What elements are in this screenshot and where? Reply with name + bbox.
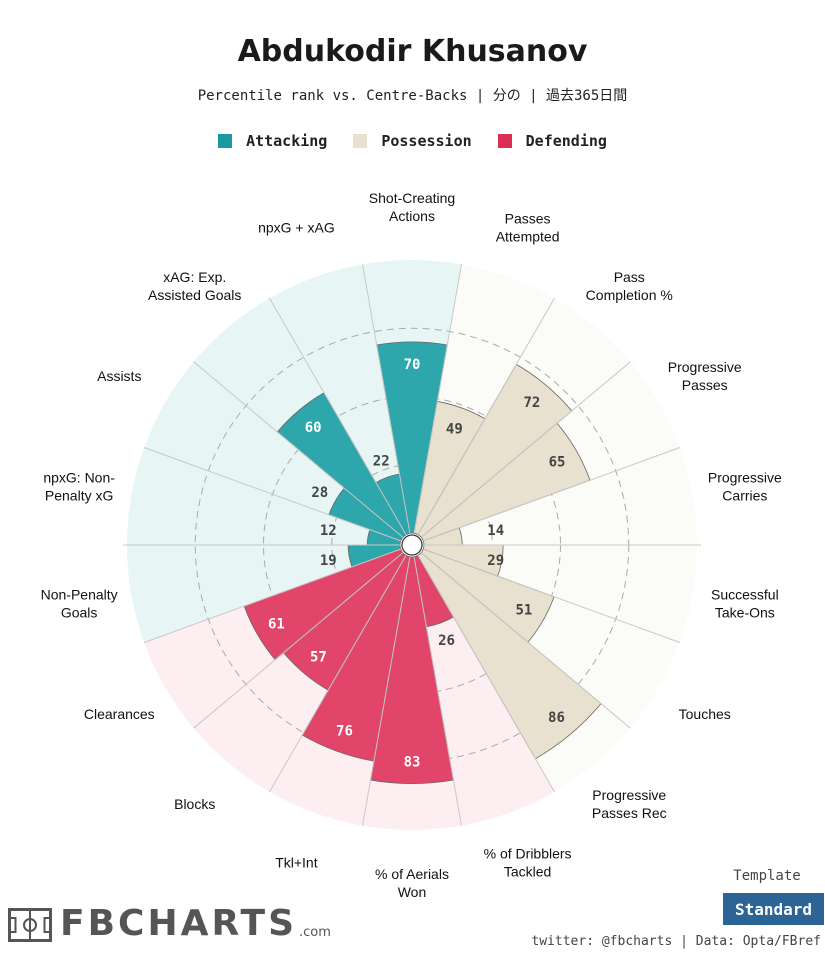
bar-progressive-passes-rec [417, 552, 602, 760]
template-label: Template [733, 868, 801, 884]
value-labels: 70 49 72 65 14 29 51 86 26 83 76 57 61 19 12 28 60 22 [268, 357, 565, 771]
value-label-tkl-int: 76 [336, 724, 353, 740]
legend-swatch-possession [353, 134, 368, 148]
value-bars [243, 341, 602, 784]
category-label-assists: Assists [97, 368, 141, 384]
value-label-progressive-passes: 65 [549, 454, 566, 470]
value-label-successful-take-ons: 29 [487, 553, 504, 569]
divider-line [269, 297, 407, 535]
category-label-clearances: Clearances [84, 706, 155, 722]
pitch-icon [8, 908, 52, 942]
legend-item-possession: Possession [353, 132, 472, 150]
bg-wedge-npxg-xag [269, 264, 410, 535]
legend-label-defending: Defending [525, 132, 607, 150]
divider-line [144, 447, 401, 542]
value-label-of-dribblers-tackled: 26 [438, 633, 455, 649]
category-label-passes-attempted: Passes Attempted [496, 210, 560, 244]
template-standard-button[interactable]: Standard [723, 893, 824, 925]
category-labels: Shot-Creating Actions Passes Attempted Pass C… [41, 190, 782, 900]
divider-line [362, 264, 411, 534]
logo-text: FBCHARTS [60, 903, 298, 944]
divider-line [423, 447, 680, 542]
value-label-progressive-passes-rec: 86 [548, 710, 565, 726]
category-label-xag-exp-assisted-goals: xAG: Exp. Assisted Goals [148, 269, 241, 303]
legend-item-attacking: Attacking [218, 132, 327, 150]
value-label-passes-attempted: 49 [446, 422, 463, 438]
category-label-non-penalty-goals: Non-Penalty Goals [41, 587, 118, 621]
value-label-non-penalty-goals: 19 [320, 553, 337, 569]
category-label-blocks: Blocks [174, 796, 215, 812]
bg-wedge-non-penalty-goals [127, 545, 401, 643]
category-label-of-aerials-won: % of Aerials Won [375, 866, 449, 900]
page-subtitle: Percentile rank vs. Centre-Backs | 分の | … [197, 88, 628, 104]
divider-line [420, 552, 631, 729]
value-label-shot-creating-actions: 70 [404, 357, 421, 373]
value-label-clearances: 61 [268, 616, 285, 632]
legend-swatch-defending [497, 134, 512, 148]
divider-line [269, 555, 407, 793]
legend-label-possession: Possession [381, 132, 472, 150]
legend-label-attacking: Attacking [246, 132, 328, 150]
divider-line [193, 361, 404, 538]
category-label-npxg-non-penalty-xg: npxG: Non-Penalty xG [43, 469, 115, 503]
logo-suffix: .com [299, 925, 331, 940]
bar-of-aerials-won [370, 556, 454, 784]
divider-line [193, 552, 404, 729]
divider-line [144, 548, 401, 643]
divider-line [420, 361, 631, 538]
value-label-touches: 51 [515, 603, 532, 619]
divider-line [423, 548, 680, 643]
value-label-progressive-carries: 14 [487, 523, 504, 539]
divider-line [417, 555, 555, 793]
divider-line [362, 556, 411, 826]
category-label-progressive-carries: Progressive Carries [708, 469, 782, 503]
category-label-tkl-int: Tkl+Int [275, 855, 318, 871]
bar-tkl-int [301, 554, 411, 762]
bar-pass-completion [417, 363, 573, 538]
category-label-touches: Touches [679, 706, 731, 722]
center-circle [401, 534, 423, 556]
category-label-pass-completion: Pass Completion % [586, 269, 673, 303]
value-label-assists: 28 [311, 485, 328, 501]
divider-line [417, 297, 555, 535]
value-label-npxg-non-penalty-xg: 12 [320, 523, 337, 539]
divider-line [413, 264, 462, 534]
page-title: Abdukodir Khusanov [237, 34, 588, 69]
footer-credit: twitter: @fbcharts | Data: Opta/FBref [531, 934, 821, 949]
bg-wedge-of-dribblers-tackled [414, 555, 555, 826]
divider-line [413, 556, 462, 826]
category-label-progressive-passes: Progressive Passes [668, 359, 742, 393]
value-label-xag-exp-assisted-goals: 60 [305, 420, 322, 436]
legend: Attacking Possession Defending [0, 132, 825, 150]
category-label-shot-creating-actions: Shot-Creating Actions [369, 190, 455, 224]
value-label-npxg-xag: 22 [373, 453, 390, 469]
legend-item-defending: Defending [497, 132, 607, 150]
category-label-progressive-passes-rec: Progressive Passes Rec [592, 787, 667, 821]
value-label-blocks: 57 [310, 650, 327, 666]
value-label-of-aerials-won: 83 [404, 755, 421, 771]
bg-wedge-progressive-carries [423, 447, 697, 545]
value-label-pass-completion: 72 [523, 395, 540, 411]
legend-swatch-attacking [218, 134, 233, 148]
category-label-of-dribblers-tackled: % of Dribblers Tackled [484, 846, 572, 880]
category-label-npxg-xag: npxG + xAG [258, 219, 335, 235]
fbcharts-logo[interactable]: FBCHARTS .com [8, 906, 331, 942]
bg-wedge-npxg-non-penalty-xg [127, 447, 401, 545]
category-label-successful-take-ons: Successful Take-Ons [711, 587, 779, 621]
